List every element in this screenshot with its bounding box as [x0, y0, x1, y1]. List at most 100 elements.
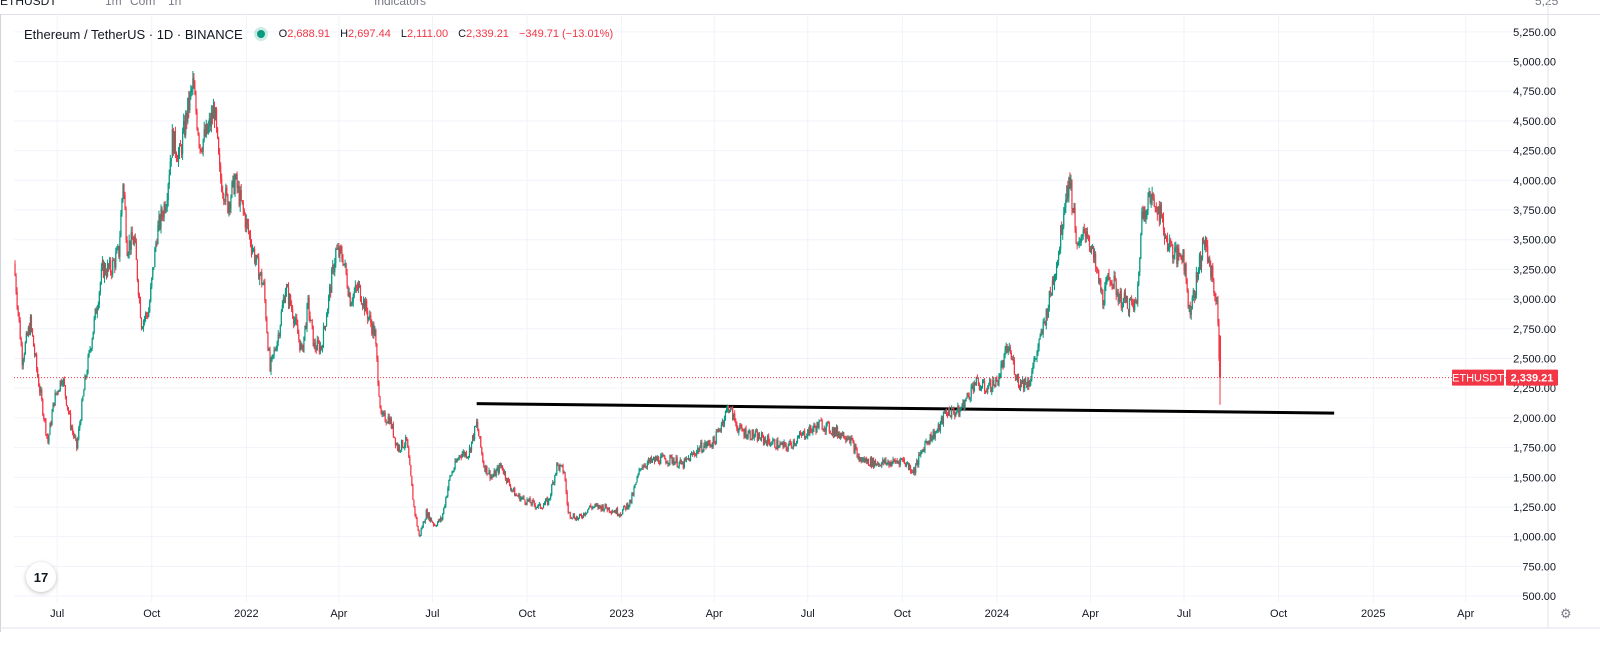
candle-body: [1072, 208, 1074, 213]
candle-body: [264, 282, 266, 301]
candle-body: [872, 457, 875, 467]
candle-body: [728, 410, 731, 412]
candle-body: [17, 306, 19, 313]
candle-body: [1195, 272, 1197, 296]
market-status-icon: [256, 30, 265, 38]
candle-body: [792, 441, 794, 448]
candle-body: [282, 298, 284, 306]
candle-body: [1143, 208, 1145, 219]
candle-body: [999, 376, 1001, 378]
candle-body: [548, 499, 550, 505]
candle-body: [867, 458, 869, 465]
candle-body: [177, 152, 180, 162]
candle-body: [1128, 299, 1131, 313]
candle-body: [1100, 279, 1102, 291]
candle-body: [511, 489, 513, 491]
candle-body: [843, 432, 845, 439]
candle-body: [496, 467, 498, 471]
candle-body: [275, 349, 277, 351]
interval-button[interactable]: 1m: [105, 0, 122, 8]
candle-body: [887, 461, 889, 463]
candle-body: [500, 465, 502, 467]
candle-body: [753, 436, 755, 438]
candle-body: [1092, 246, 1095, 258]
candle-body: [649, 457, 652, 463]
candle-body: [678, 462, 680, 467]
candle-body: [736, 423, 738, 429]
candle-body: [1016, 375, 1019, 380]
candle-body: [939, 421, 941, 431]
candle-body: [283, 298, 286, 303]
candle-body: [892, 459, 894, 464]
candle-body: [503, 471, 506, 474]
candle-body: [18, 312, 20, 321]
candle-body: [372, 323, 374, 334]
candle-body: [106, 263, 109, 276]
candle-body: [539, 503, 542, 509]
candle-body: [447, 488, 449, 496]
y-tick-label: 750.00: [1522, 561, 1556, 573]
x-tick-label: Apr: [1082, 608, 1099, 620]
candle-body: [514, 488, 516, 497]
candle-body: [1103, 303, 1105, 305]
candle-body: [213, 106, 216, 121]
candle-body: [1026, 384, 1028, 388]
tradingview-logo-icon[interactable]: 17: [26, 562, 56, 592]
candle-body: [216, 127, 219, 138]
candle-body: [557, 462, 559, 465]
candle-body: [977, 378, 980, 385]
candle-body: [1059, 249, 1061, 253]
candle-body: [675, 457, 677, 462]
candle-body: [56, 391, 58, 395]
candle-body: [763, 438, 766, 443]
candle-body: [498, 464, 500, 473]
gear-icon[interactable]: ⚙: [1560, 606, 1572, 621]
candle-body: [25, 333, 27, 343]
chart-area[interactable]: [0, 14, 1549, 632]
candle-body: [1206, 238, 1208, 246]
candle-body: [866, 458, 868, 463]
candle-body: [29, 316, 32, 335]
candle-body: [1045, 309, 1047, 326]
symbol-title[interactable]: Ethereum / TetherUS · 1D · BINANCE: [24, 26, 243, 42]
candle-body: [1025, 378, 1027, 385]
candle-body: [428, 512, 430, 521]
candle-body: [935, 431, 937, 433]
candle-body: [862, 458, 864, 460]
candle-body: [143, 318, 146, 321]
candle-body: [926, 441, 928, 443]
compare-button[interactable]: Com: [130, 0, 156, 8]
candle-body: [1064, 207, 1066, 214]
candle-body: [171, 129, 173, 158]
candle-body: [296, 317, 298, 325]
candle-body: [89, 350, 91, 352]
candle-body: [362, 299, 365, 307]
candle-body: [377, 358, 379, 384]
candle-body: [262, 284, 264, 286]
candle-body: [658, 457, 660, 464]
candle-body: [474, 426, 476, 440]
candle-body: [1150, 198, 1152, 203]
candle-body: [896, 460, 898, 462]
candle-body: [343, 263, 345, 265]
candle-body: [365, 300, 367, 312]
timeframe-button[interactable]: 1h: [168, 0, 182, 8]
candle-body: [284, 291, 287, 303]
time-axis: Jul Oct 2022 Apr Jul Oct 2023 Apr Jul Oct 2024 Apr J…: [50, 608, 1474, 620]
candle-body: [551, 484, 553, 495]
candle-body: [1077, 244, 1079, 246]
candle-body: [497, 467, 499, 473]
candle-body: [482, 453, 484, 462]
candle-body: [161, 209, 163, 216]
candle-body: [718, 429, 720, 431]
indicators-button[interactable]: Indicators: [374, 0, 427, 8]
candle-body: [638, 469, 640, 475]
symbol-search[interactable]: ETHUSDT: [0, 0, 57, 8]
price-axis: 5,250.00 5,000.00 4,750.00 4,500.00 4,250.00…: [1513, 27, 1556, 603]
candle-body: [1051, 280, 1054, 294]
candle-body: [998, 376, 1000, 386]
candle-body: [890, 462, 892, 467]
candle-body: [886, 462, 888, 464]
candle-body: [1008, 347, 1010, 349]
